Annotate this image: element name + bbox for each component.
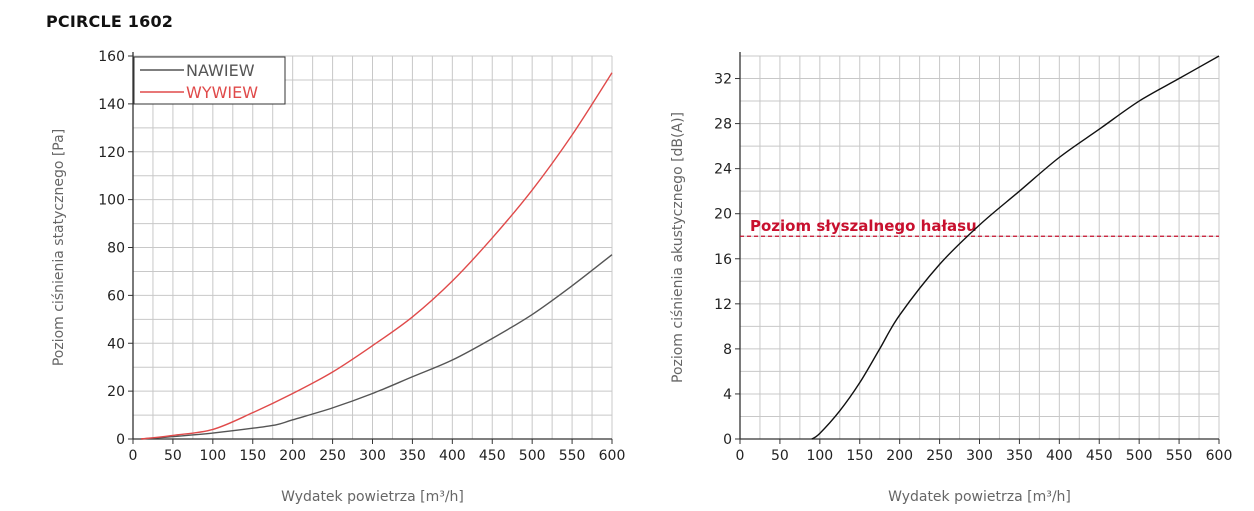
page-title: PCIRCLE 1602 (46, 12, 174, 31)
x-tick-label: 250 (926, 448, 953, 464)
y-tick-label: 120 (98, 145, 125, 161)
y-tick-label: 16 (714, 252, 732, 268)
x-tick-label: 550 (1166, 448, 1193, 464)
x-axis-title: Wydatek powietrza [m³/h] (281, 489, 464, 505)
x-tick-label: 400 (439, 448, 466, 464)
x-tick-label: 100 (806, 448, 833, 464)
x-tick-label: 50 (771, 448, 789, 464)
threshold-label: Poziom słyszalnego hałasu (750, 217, 977, 235)
y-tick-label: 20 (107, 384, 125, 400)
y-tick-label: 140 (98, 97, 125, 113)
y-tick-label: 32 (714, 72, 732, 88)
y-tick-label: 100 (98, 193, 125, 209)
y-tick-label: 12 (714, 297, 732, 313)
legend-box (133, 56, 286, 105)
chart-2: 0 50 100 150 200 250 300 350 400 450 500 550 600 0 4 8 1… (670, 52, 1232, 505)
x-tick-label: 300 (966, 448, 993, 464)
series-line-nawiew (140, 254, 613, 440)
x-tick-label: 150 (239, 448, 266, 464)
x-tick-label: 200 (279, 448, 306, 464)
x-tick-label: 600 (1206, 448, 1233, 464)
x-tick-label: 500 (519, 448, 546, 464)
y-tick-label: 28 (714, 117, 732, 133)
y-tick-label: 20 (714, 207, 732, 223)
x-tick-label: 500 (1126, 448, 1153, 464)
x-tick-label: 200 (886, 448, 913, 464)
x-tick-label: 0 (129, 448, 138, 464)
legend-label-nawiew: NAWIEW (186, 61, 255, 80)
y-tick-label: 0 (723, 432, 732, 448)
x-tick-label: 250 (319, 448, 346, 464)
x-tick-label: 0 (736, 448, 745, 464)
chart-1: 0 50 100 150 200 250 300 350 400 450 500 550 600 0 20 4… (51, 49, 625, 505)
x-tick-label: 100 (199, 448, 226, 464)
x-tick-label: 50 (164, 448, 182, 464)
y-tick-label: 0 (116, 432, 125, 448)
y-tick-label: 4 (723, 387, 732, 403)
x-tick-label: 150 (846, 448, 873, 464)
y-tick-label: 8 (723, 342, 732, 358)
x-tick-label: 450 (479, 448, 506, 464)
x-tick-label: 350 (1006, 448, 1033, 464)
series-line-wywiew (140, 72, 613, 440)
x-tick-label: 400 (1046, 448, 1073, 464)
y-tick-label: 80 (107, 241, 125, 257)
x-tick-label: 550 (559, 448, 586, 464)
series-line-noise (811, 55, 1220, 440)
x-tick-label: 350 (399, 448, 426, 464)
legend-label-wywiew: WYWIEW (186, 83, 258, 102)
legend: NAWIEW WYWIEW (133, 56, 286, 105)
y-tick-label: 40 (107, 336, 125, 352)
x-tick-label: 450 (1086, 448, 1113, 464)
y-axis-title: Poziom ciśnienia statycznego [Pa] (51, 129, 67, 366)
y-tick-label: 160 (98, 49, 125, 65)
y-tick-label: 60 (107, 288, 125, 304)
x-tick-label: 300 (359, 448, 386, 464)
y-axis-title: Poziom ciśnienia akustycznego [dB(A)] (670, 112, 686, 383)
x-axis-title: Wydatek powietrza [m³/h] (888, 489, 1071, 505)
y-tick-label: 24 (714, 162, 732, 178)
x-tick-label: 600 (599, 448, 626, 464)
